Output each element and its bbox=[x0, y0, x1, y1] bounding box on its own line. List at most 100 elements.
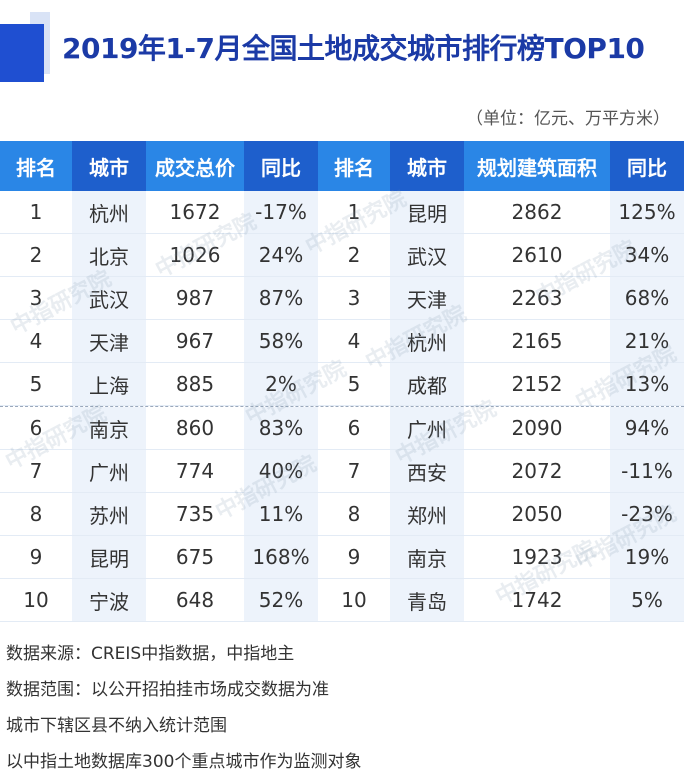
cell-total-price: 987 bbox=[175, 286, 215, 310]
cell-rank-right: 7 bbox=[347, 459, 361, 483]
header-city-left: 城市 bbox=[72, 141, 146, 191]
cell-yoy-right: 13% bbox=[610, 363, 684, 405]
cell-planned-area: 2263 bbox=[511, 286, 563, 310]
cell-city-left: 宁波 bbox=[72, 579, 146, 621]
cell-yoy-left: 40% bbox=[244, 450, 318, 492]
header-city-right: 城市 bbox=[390, 141, 464, 191]
cell-planned-area: 2050 bbox=[511, 502, 563, 526]
cell-planned-area: 2862 bbox=[511, 200, 563, 224]
cell-rank-left: 4 bbox=[29, 329, 43, 353]
table-row: 9 昆明 675 168% 9 南京 1923 19% bbox=[0, 536, 684, 579]
cell-total-price: 735 bbox=[175, 502, 215, 526]
cell-city-left: 广州 bbox=[72, 450, 146, 492]
cell-planned-area: 2152 bbox=[511, 372, 563, 396]
cell-rank-left: 9 bbox=[29, 545, 43, 569]
cell-city-right: 青岛 bbox=[390, 579, 464, 621]
cell-total-price: 1672 bbox=[169, 200, 221, 224]
footer-exclusion: 城市下辖区县不纳入统计范围 bbox=[6, 716, 227, 736]
cell-total-price: 885 bbox=[175, 372, 215, 396]
footer-source: 数据来源：CREIS中指数据，中指地主 bbox=[6, 644, 295, 664]
cell-city-left: 北京 bbox=[72, 234, 146, 276]
cell-planned-area: 2610 bbox=[511, 243, 563, 267]
ranking-table: 排名 城市 成交总价 同比 排名 城市 规划建筑面积 同比 1 杭州 1672 -17… bbox=[0, 141, 684, 622]
cell-rank-right: 4 bbox=[347, 329, 361, 353]
cell-planned-area: 1923 bbox=[511, 545, 563, 569]
footer-notes: 数据来源：CREIS中指数据，中指地主 数据范围：以公开招拍挂市场成交数据为准 … bbox=[6, 636, 361, 780]
footer-scope: 数据范围：以公开招拍挂市场成交数据为准 bbox=[6, 680, 329, 700]
table-header: 排名 城市 成交总价 同比 排名 城市 规划建筑面积 同比 bbox=[0, 141, 684, 191]
cell-rank-right: 10 bbox=[341, 588, 367, 612]
cell-city-right: 昆明 bbox=[390, 191, 464, 233]
table-row: 5 上海 885 2% 5 成都 2152 13% bbox=[0, 363, 684, 406]
header-yoy-left: 同比 bbox=[244, 141, 318, 191]
cell-rank-left: 5 bbox=[29, 372, 43, 396]
cell-rank-right: 9 bbox=[347, 545, 361, 569]
cell-rank-right: 6 bbox=[347, 416, 361, 440]
cell-rank-right: 8 bbox=[347, 502, 361, 526]
cell-city-right: 武汉 bbox=[390, 234, 464, 276]
cell-total-price: 967 bbox=[175, 329, 215, 353]
header-rank-left: 排名 bbox=[16, 155, 56, 180]
cell-total-price: 648 bbox=[175, 588, 215, 612]
header-rank-right: 排名 bbox=[334, 155, 374, 180]
cell-yoy-left: 168% bbox=[244, 536, 318, 578]
cell-city-left: 武汉 bbox=[72, 277, 146, 319]
cell-yoy-left: 83% bbox=[244, 407, 318, 449]
page-title: 2019年1-7月全国土地成交城市排行榜TOP10 bbox=[62, 32, 645, 65]
cell-yoy-right: -11% bbox=[610, 450, 684, 492]
table-row: 10 宁波 648 52% 10 青岛 1742 5% bbox=[0, 579, 684, 622]
table-row: 3 武汉 987 87% 3 天津 2263 68% bbox=[0, 277, 684, 320]
cell-yoy-right: 5% bbox=[610, 579, 684, 621]
table-row: 1 杭州 1672 -17% 1 昆明 2862 125% bbox=[0, 191, 684, 234]
cell-rank-left: 1 bbox=[29, 200, 43, 224]
cell-yoy-right: -23% bbox=[610, 493, 684, 535]
cell-total-price: 860 bbox=[175, 416, 215, 440]
cell-planned-area: 2072 bbox=[511, 459, 563, 483]
cell-city-left: 天津 bbox=[72, 320, 146, 362]
table-row: 7 广州 774 40% 7 西安 2072 -11% bbox=[0, 450, 684, 493]
cell-city-left: 杭州 bbox=[72, 191, 146, 233]
cell-yoy-right: 34% bbox=[610, 234, 684, 276]
cell-rank-left: 10 bbox=[23, 588, 49, 612]
cell-planned-area: 2165 bbox=[511, 329, 563, 353]
table-row: 6 南京 860 83% 6 广州 2090 94% bbox=[0, 406, 684, 450]
cell-yoy-left: 11% bbox=[244, 493, 318, 535]
cell-city-right: 成都 bbox=[390, 363, 464, 405]
table-body: 1 杭州 1672 -17% 1 昆明 2862 125% 2 北京 1026 24% 2 武汉 2610 3… bbox=[0, 191, 684, 622]
cell-city-right: 南京 bbox=[390, 536, 464, 578]
cell-total-price: 1026 bbox=[169, 243, 221, 267]
footer-monitoring: 以中指土地数据库300个重点城市作为监测对象 bbox=[6, 752, 362, 772]
cell-city-right: 广州 bbox=[390, 407, 464, 449]
unit-note: （单位：亿元、万平方米） bbox=[466, 109, 670, 129]
cell-rank-left: 7 bbox=[29, 459, 43, 483]
header-total-price: 成交总价 bbox=[155, 155, 235, 180]
cell-rank-left: 8 bbox=[29, 502, 43, 526]
cell-city-left: 苏州 bbox=[72, 493, 146, 535]
cell-rank-right: 5 bbox=[347, 372, 361, 396]
cell-yoy-left: 58% bbox=[244, 320, 318, 362]
cell-yoy-right: 21% bbox=[610, 320, 684, 362]
cell-city-right: 西安 bbox=[390, 450, 464, 492]
cell-yoy-right: 94% bbox=[610, 407, 684, 449]
table-row: 8 苏州 735 11% 8 郑州 2050 -23% bbox=[0, 493, 684, 536]
cell-rank-left: 2 bbox=[29, 243, 43, 267]
cell-planned-area: 2090 bbox=[511, 416, 563, 440]
cell-total-price: 774 bbox=[175, 459, 215, 483]
cell-yoy-left: 52% bbox=[244, 579, 318, 621]
cell-city-left: 南京 bbox=[72, 407, 146, 449]
cell-yoy-right: 19% bbox=[610, 536, 684, 578]
cell-rank-right: 2 bbox=[347, 243, 361, 267]
cell-rank-right: 1 bbox=[347, 200, 361, 224]
cell-rank-left: 3 bbox=[29, 286, 43, 310]
cell-total-price: 675 bbox=[175, 545, 215, 569]
cell-yoy-left: 2% bbox=[244, 363, 318, 405]
table-row: 4 天津 967 58% 4 杭州 2165 21% bbox=[0, 320, 684, 363]
cell-yoy-right: 68% bbox=[610, 277, 684, 319]
cell-yoy-left: -17% bbox=[244, 191, 318, 233]
cell-yoy-left: 24% bbox=[244, 234, 318, 276]
cell-city-right: 郑州 bbox=[390, 493, 464, 535]
cell-yoy-right: 125% bbox=[610, 191, 684, 233]
cell-city-right: 杭州 bbox=[390, 320, 464, 362]
cell-rank-right: 3 bbox=[347, 286, 361, 310]
cell-city-right: 天津 bbox=[390, 277, 464, 319]
